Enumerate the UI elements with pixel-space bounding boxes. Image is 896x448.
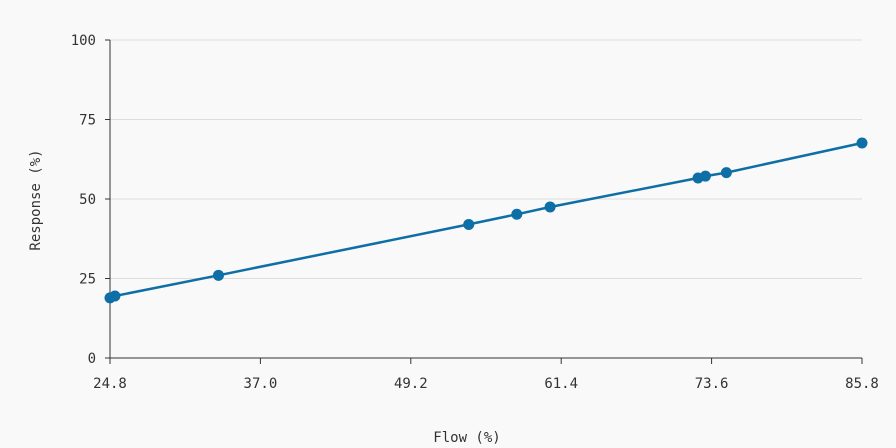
grid bbox=[110, 39, 862, 359]
y-tick-label: 25 bbox=[79, 272, 96, 288]
axes: 0 25 50 75 100 24.8 37.0 49.2 61.4 73.6 85.8 bbox=[71, 33, 879, 392]
data-point bbox=[463, 218, 475, 230]
x-tick-label: 49.2 bbox=[394, 376, 428, 392]
x-tick-label: 73.6 bbox=[695, 376, 729, 392]
y-axis-title: Response (%) bbox=[28, 149, 44, 250]
data-point bbox=[212, 269, 224, 281]
y-tick-label: 75 bbox=[79, 113, 96, 129]
y-tick-label: 0 bbox=[88, 351, 96, 367]
x-tick-label: 61.4 bbox=[544, 376, 578, 392]
data-point bbox=[511, 208, 523, 220]
x-axis-title: Flow (%) bbox=[433, 430, 500, 446]
data-point bbox=[856, 137, 868, 149]
x-tick-label: 85.8 bbox=[845, 376, 879, 392]
data-point bbox=[544, 201, 556, 213]
data-point bbox=[109, 290, 121, 302]
series-line bbox=[109, 141, 863, 300]
x-tick-label: 24.8 bbox=[93, 376, 127, 392]
data-point bbox=[699, 170, 711, 182]
series bbox=[104, 137, 868, 304]
y-tick-label: 100 bbox=[71, 33, 96, 49]
data-point bbox=[720, 167, 732, 179]
y-tick-label: 50 bbox=[79, 192, 96, 208]
x-tick-label: 37.0 bbox=[244, 376, 278, 392]
